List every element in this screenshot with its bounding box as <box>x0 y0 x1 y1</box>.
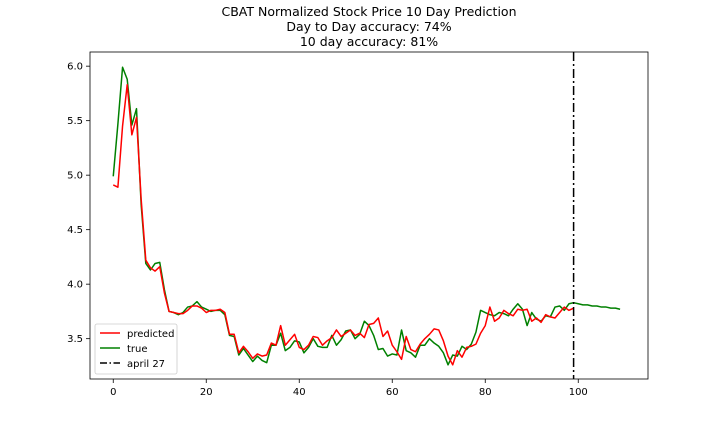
legend-label-true: true <box>127 344 148 355</box>
legend: predicted true april 27 <box>94 323 178 375</box>
legend-label-april-27: april 27 <box>127 359 165 370</box>
x-tick-label: 80 <box>479 387 492 398</box>
plot-area <box>112 52 621 379</box>
y-tick-label: 5.5 <box>67 116 83 127</box>
y-tick-label: 3.5 <box>67 334 83 345</box>
y-tick-label: 5.0 <box>67 171 83 182</box>
x-tick-label: 60 <box>386 387 399 398</box>
y-tick-label: 4.0 <box>67 280 83 291</box>
x-tick-label: 40 <box>293 387 306 398</box>
axes-frame <box>89 51 649 380</box>
y-tick-label: 6.0 <box>67 62 83 73</box>
chart-title-line-1: CBAT Normalized Stock Price 10 Day Predi… <box>221 4 516 19</box>
x-tick-label: 100 <box>569 387 588 398</box>
series-line-true <box>112 66 621 366</box>
legend-label-predicted: predicted <box>127 329 174 340</box>
y-tick-label: 4.5 <box>67 225 83 236</box>
series-line-predicted <box>112 83 574 366</box>
y-axis-ticks: 3.5 4.0 4.5 5.0 5.5 6.0 <box>67 62 90 345</box>
x-tick-label: 20 <box>200 387 213 398</box>
x-tick-label: 0 <box>110 387 116 398</box>
chart-title-line-3: 10 day accuracy: 81% <box>300 34 438 49</box>
legend-box <box>94 323 178 375</box>
chart-title-line-2: Day to Day accuracy: 74% <box>286 19 451 34</box>
x-axis-ticks: 0 20 40 60 80 100 <box>110 379 588 398</box>
